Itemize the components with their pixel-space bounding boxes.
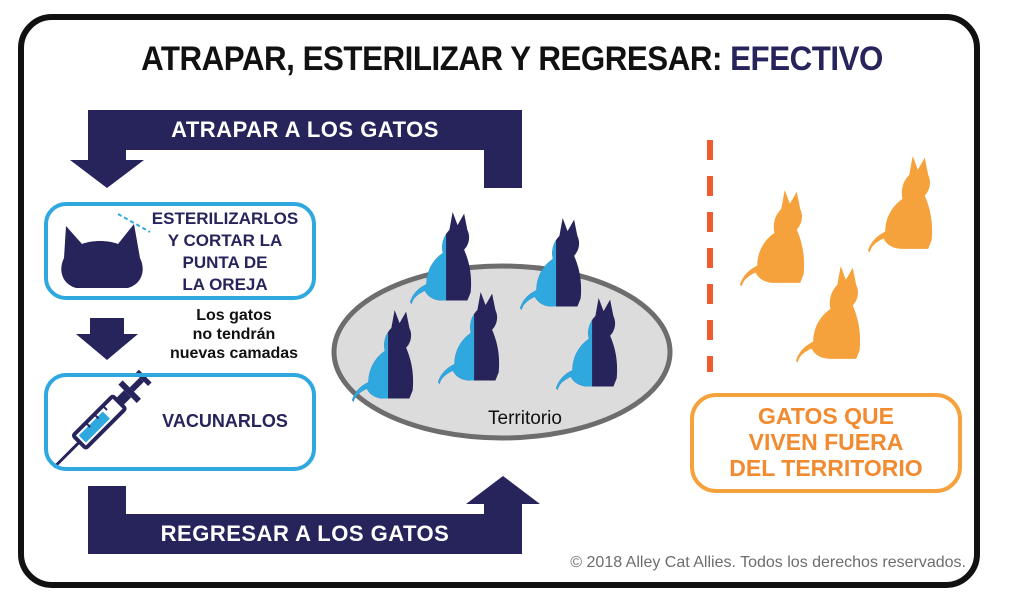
sterilize-line-3: PUNTA DE: [182, 253, 268, 272]
territory-label: Territorio: [488, 408, 562, 429]
note-line-3: nuevas camadas: [169, 345, 299, 362]
return-label: REGRESAR A LOS GATOS: [160, 521, 450, 546]
outside-line-1: GATOS QUE: [758, 403, 894, 429]
sitting-cat-icon: [740, 190, 805, 287]
outside-territory-text: GATOS QUE VIVEN FUERA DEL TERRITORIO: [690, 403, 962, 481]
outside-line-3: DEL TERRITORIO: [729, 455, 923, 481]
down-arrow: [76, 318, 138, 360]
diagram-frame: [18, 14, 980, 588]
trap-arrow: [70, 110, 522, 188]
sterilize-step-text: ESTERILIZARLOS Y CORTAR LA PUNTA DE LA O…: [150, 208, 300, 296]
territory-ellipse: [331, 263, 673, 441]
diagram-title: ATRAPAR, ESTERILIZAR Y REGRESAR: EFECTIV…: [41, 40, 983, 79]
trap-label: ATRAPAR A LOS GATOS: [171, 117, 439, 142]
title-main: ATRAPAR, ESTERILIZAR Y REGRESAR:: [141, 40, 722, 78]
vaccinate-step-text: VACUNARLOS: [162, 411, 288, 431]
territory-cat: [410, 212, 472, 304]
outside-cats: [740, 156, 933, 363]
note-line-1: Los gatos: [196, 307, 272, 324]
sterilize-line-2: Y CORTAR LA: [167, 231, 283, 250]
note-line-2: no tendrán: [192, 326, 276, 343]
sterilize-line-1: ESTERILIZARLOS: [151, 209, 299, 228]
return-arrow: [88, 476, 540, 554]
outside-line-2: VIVEN FUERA: [748, 429, 904, 455]
territory-cat: [520, 218, 582, 310]
title-accent: EFECTIVO: [730, 40, 883, 78]
sitting-cat-icon: [796, 266, 861, 363]
vaccinate-step-box: [44, 373, 316, 471]
sterilize-line-4: LA OREJA: [182, 275, 268, 294]
sitting-cat-icon: [868, 156, 933, 253]
no-litters-note: Los gatos no tendrán nuevas camadas: [146, 306, 322, 363]
outside-territory-box: [690, 393, 962, 493]
copyright-notice: © 2018 Alley Cat Allies. Todos los derec…: [570, 554, 966, 571]
